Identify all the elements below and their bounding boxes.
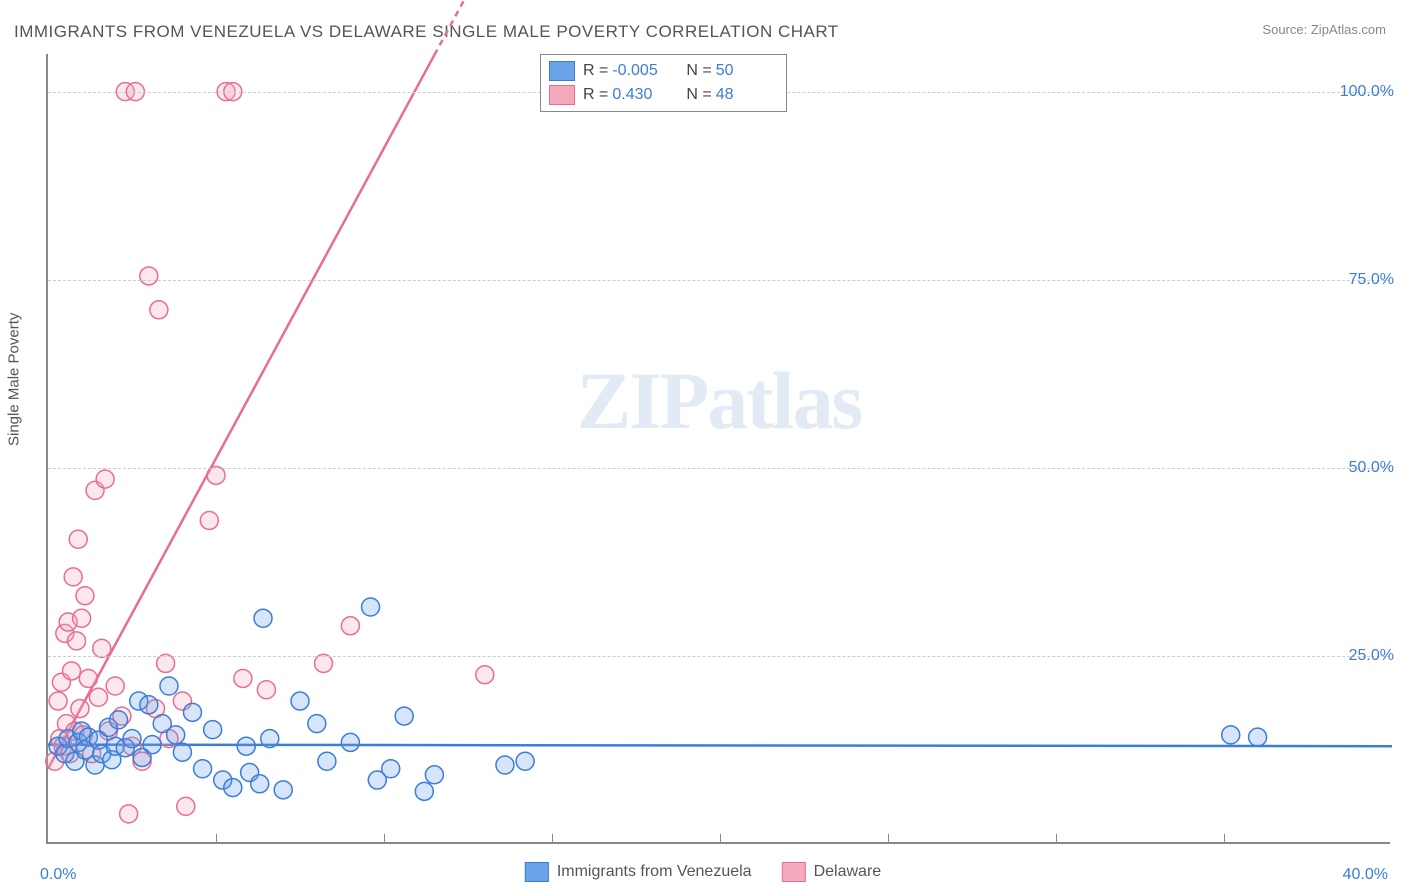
correlation-legend: R = -0.005 N = 50 R = 0.430 N = 48 [540, 54, 787, 112]
source-link[interactable]: ZipAtlas.com [1311, 22, 1386, 37]
r-value-2: 0.430 [612, 86, 672, 104]
legend-swatch-1 [549, 61, 575, 81]
r-label: R = [583, 62, 608, 80]
chart-plot-area: ZIPatlas [46, 54, 1390, 844]
r-value-1: -0.005 [612, 62, 672, 80]
y-tick-label: 100.0% [1340, 83, 1394, 101]
legend-item-1: Immigrants from Venezuela [525, 862, 752, 882]
legend-row-2: R = 0.430 N = 48 [549, 83, 776, 107]
series-legend: Immigrants from Venezuela Delaware [525, 862, 881, 882]
chart-title: IMMIGRANTS FROM VENEZUELA VS DELAWARE SI… [14, 22, 839, 42]
r-label: R = [583, 86, 608, 104]
y-tick-label: 75.0% [1349, 271, 1394, 289]
legend-swatch-2 [549, 85, 575, 105]
n-label: N = [686, 86, 711, 104]
legend-row-1: R = -0.005 N = 50 [549, 59, 776, 83]
legend-item-swatch-1 [525, 862, 549, 882]
x-axis-min-label: 0.0% [40, 866, 76, 884]
y-axis-label: Single Male Poverty [6, 313, 23, 446]
legend-item-label-1: Immigrants from Venezuela [557, 863, 752, 881]
y-tick-label: 50.0% [1349, 459, 1394, 477]
chart-svg [48, 54, 1390, 842]
n-label: N = [686, 62, 711, 80]
n-value-2: 48 [716, 86, 776, 104]
source-attribution: Source: ZipAtlas.com [1262, 22, 1386, 37]
x-axis-max-label: 40.0% [1343, 866, 1388, 884]
legend-item-label-2: Delaware [814, 863, 882, 881]
source-label: Source: [1262, 22, 1307, 37]
y-tick-label: 25.0% [1349, 647, 1394, 665]
n-value-1: 50 [716, 62, 776, 80]
legend-item-swatch-2 [782, 862, 806, 882]
legend-item-2: Delaware [782, 862, 882, 882]
